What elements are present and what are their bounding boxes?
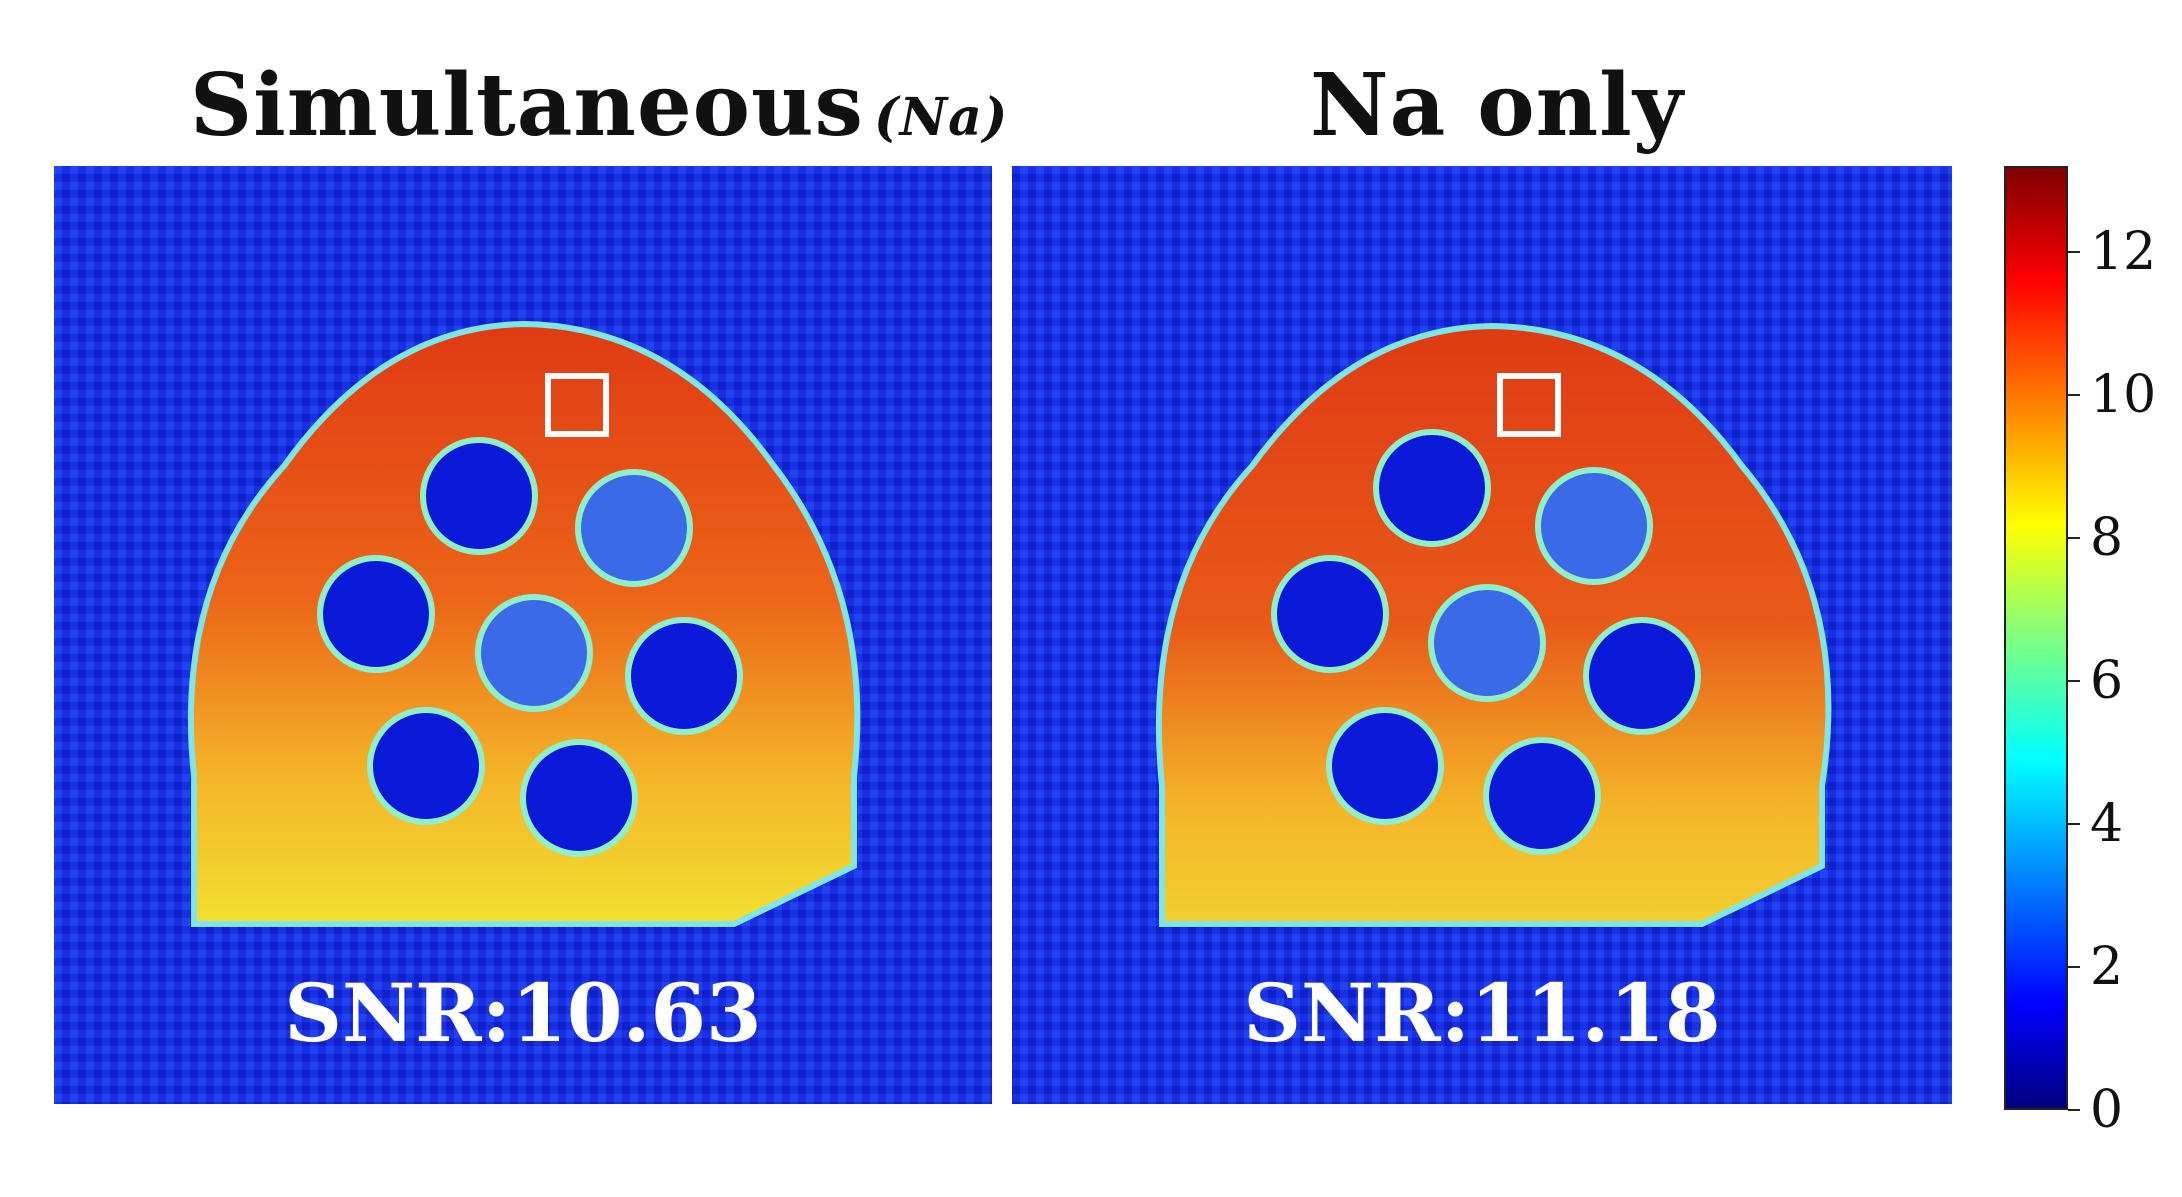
colorbar-tick [2068,393,2080,396]
mri-image-na-only [1012,166,1952,1104]
colorbar-tick-label: 12 [2090,221,2157,282]
image-panel-na-only: SNR:11.18 [1012,166,1952,1104]
colorbar [2004,166,2068,1110]
roi-box [545,373,609,437]
snr-label: SNR:10.63 [284,966,762,1060]
colorbar-tick [2068,822,2080,825]
colorbar-tick-label: 2 [2090,936,2124,997]
colorbar-tick [2068,536,2080,539]
panel-title-simultaneous: Simultaneous (Na) [190,55,1008,156]
colorbar-tick [2068,679,2080,682]
roi-box [1497,373,1561,437]
colorbar-tick-label: 8 [2090,507,2124,568]
colorbar-tick-label: 10 [2090,364,2157,425]
colorbar-tick [2068,250,2080,253]
colorbar-tick-label: 4 [2090,793,2124,854]
title-text: Simultaneous [190,55,864,156]
colorbar-tick [2068,965,2080,968]
title-text: Na only [1310,55,1684,156]
image-panel-simultaneous: SNR:10.63 [54,166,992,1104]
panel-title-na-only: Na only [1310,55,1684,156]
colorbar-tick-label: 0 [2090,1080,2124,1140]
colorbar-tick [2068,1109,2080,1111]
snr-label: SNR:11.18 [1243,966,1721,1060]
colorbar-tick-label: 6 [2090,650,2124,711]
mri-image-simultaneous [54,166,992,1104]
title-subtitle: (Na) [873,87,1009,148]
